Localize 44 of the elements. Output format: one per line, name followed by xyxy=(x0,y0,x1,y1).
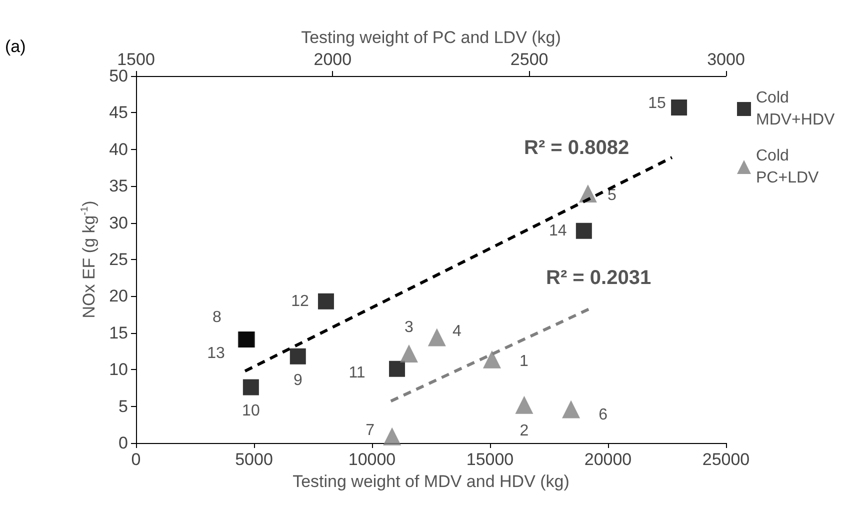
legend-label: Cold MDV+HDV xyxy=(756,90,836,128)
x2-tick-label: 3000 xyxy=(707,50,745,69)
annotation: 9 xyxy=(293,372,302,389)
annotation: 13 xyxy=(207,345,225,362)
annotation: 15 xyxy=(648,95,666,112)
annotation: 12 xyxy=(291,292,309,310)
annotation: R² = 0.2031 xyxy=(546,267,652,289)
y-tick-label: 20 xyxy=(109,286,128,306)
x-tick-label: 0 xyxy=(131,450,141,469)
x-tick-label: 15000 xyxy=(466,450,514,469)
y-axis-title: NOx EF (g kg-1) xyxy=(80,200,98,318)
x2-tick-label: 1500 xyxy=(117,50,155,69)
annotation: 3 xyxy=(404,318,414,336)
x2-axis-title: Testing weight of PC and LDV (kg) xyxy=(301,28,561,48)
y-tick-label: 10 xyxy=(109,360,128,380)
x-tick-label: 25000 xyxy=(702,450,750,469)
annotation: R² = 0.8082 xyxy=(524,137,630,159)
annotation: 2 xyxy=(520,422,529,440)
y-tick-label: 15 xyxy=(109,323,128,342)
text: (a) xyxy=(5,37,26,56)
x-tick-label: 10000 xyxy=(348,450,396,469)
y-tick-label: 50 xyxy=(109,66,128,86)
legend-label: Cold PC+LDV xyxy=(756,148,820,186)
x-tick-label: 5000 xyxy=(235,450,273,469)
annotation: 8 xyxy=(212,309,222,326)
y-tick-label: 30 xyxy=(109,213,128,232)
y-tick-label: 45 xyxy=(109,103,128,122)
y-tick-label: 40 xyxy=(109,140,128,159)
y-tick-label: 5 xyxy=(118,396,128,416)
y-tick-label: 25 xyxy=(109,250,128,269)
annotation: 6 xyxy=(598,406,608,424)
annotation: 7 xyxy=(366,422,375,439)
x2-tick-label: 2500 xyxy=(510,50,548,69)
y-tick-label: 35 xyxy=(109,176,128,196)
annotation: 11 xyxy=(348,364,366,382)
y-tick-label: 0 xyxy=(118,434,128,452)
annotation: 10 xyxy=(242,402,260,420)
x-axis-title: Testing weight of MDV and HDV (kg) xyxy=(292,472,570,491)
annotation: 5 xyxy=(607,186,616,204)
annotation: 4 xyxy=(452,322,462,340)
annotation: 1 xyxy=(520,352,529,370)
x2-tick-label: 2000 xyxy=(314,50,352,69)
x-tick-label: 20000 xyxy=(584,450,632,469)
annotation: 14 xyxy=(549,222,567,240)
